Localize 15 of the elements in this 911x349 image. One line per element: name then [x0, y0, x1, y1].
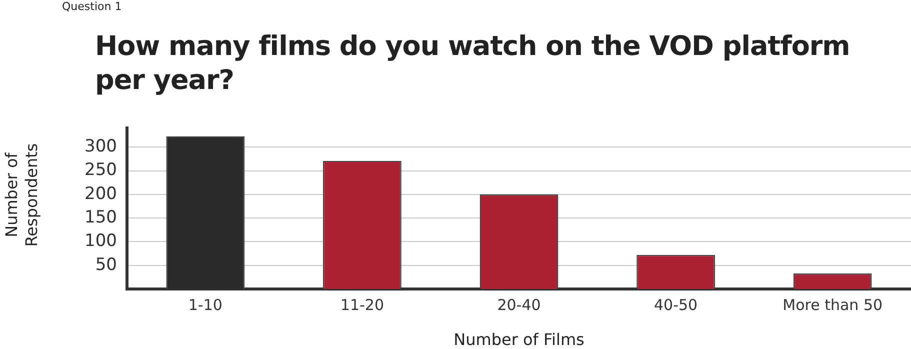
y-tick-label: 200	[84, 184, 117, 204]
x-tick-label: 11-20	[340, 296, 384, 314]
chart-title: How many films do you watch on the VOD platform per year?	[95, 30, 851, 98]
x-tick-label: 20-40	[497, 296, 541, 314]
x-axis-title: Number of Films	[452, 330, 586, 349]
y-tick-label: 100	[84, 231, 117, 252]
y-tick-label: 150	[84, 207, 117, 228]
x-tick-label: More than 50	[782, 296, 883, 314]
y-axis-title: Number of Respondents	[2, 142, 42, 249]
y-tick-label: 50	[95, 254, 117, 275]
x-tick-label: 40-50	[654, 296, 698, 314]
x-tick-label: 1-10	[188, 296, 222, 314]
chart-subtitle: Question 1	[62, 0, 122, 13]
y-tick-label: 300	[84, 136, 117, 157]
y-tick-label: 250	[84, 160, 117, 180]
